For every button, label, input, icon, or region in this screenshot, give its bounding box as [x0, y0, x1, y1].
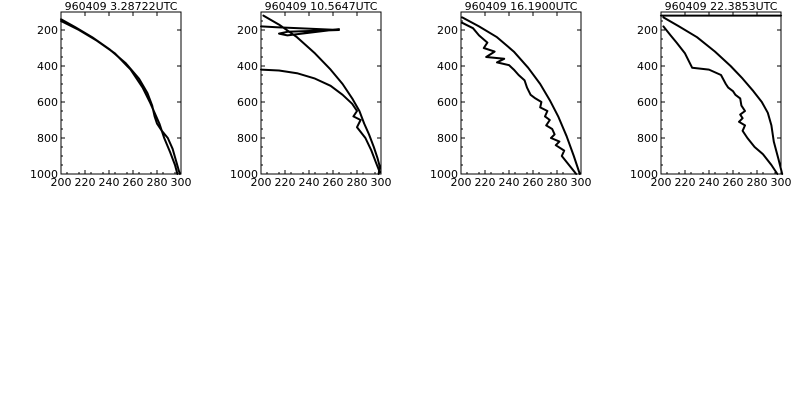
y-tick-label: 200: [37, 24, 58, 37]
chart-title: 960409 10.5647UTC: [265, 0, 378, 13]
x-tick-label: 260: [523, 176, 544, 189]
y-tick-label: 600: [37, 96, 58, 109]
chart-title: 960409 3.28722UTC: [65, 0, 178, 13]
x-tick-label: 220: [75, 176, 96, 189]
y-tick-label: 1000: [230, 168, 258, 181]
x-tick-label: 260: [723, 176, 744, 189]
y-tick-label: 800: [437, 132, 458, 145]
y-tick-label: 400: [37, 60, 58, 73]
y-tick-label: 600: [637, 96, 658, 109]
x-tick-label: 300: [371, 176, 392, 189]
y-tick-label: 200: [437, 24, 458, 37]
plot-frame: [60, 11, 182, 175]
x-tick-label: 240: [299, 176, 320, 189]
chart-title: 960409 16.1900UTC: [465, 0, 578, 13]
y-tick-label: 1000: [430, 168, 458, 181]
y-tick-label: 200: [237, 24, 258, 37]
y-tick-label: 400: [237, 60, 258, 73]
x-tick-label: 300: [571, 176, 592, 189]
x-tick-label: 300: [771, 176, 792, 189]
x-tick-label: 200: [51, 176, 72, 189]
x-tick-label: 280: [747, 176, 768, 189]
profile-line-2: [461, 21, 578, 175]
x-tick-label: 200: [251, 176, 272, 189]
profile-line-3: [260, 25, 340, 37]
y-tick-label: 400: [637, 60, 658, 73]
x-tick-label: 200: [651, 176, 672, 189]
x-tick-label: 220: [275, 176, 296, 189]
y-tick-label: 800: [637, 132, 658, 145]
profile-line-1: [262, 14, 381, 175]
y-tick-label: 600: [237, 96, 258, 109]
y-tick-label: 800: [37, 132, 58, 145]
x-tick-label: 260: [323, 176, 344, 189]
y-tick-label: 800: [237, 132, 258, 145]
profile-line-2: [60, 18, 181, 175]
plot-frame: [260, 11, 382, 175]
profile-line-1: [662, 16, 784, 175]
plot-frame: [660, 11, 782, 175]
x-tick-label: 280: [347, 176, 368, 189]
y-tick-label: 600: [437, 96, 458, 109]
profile-line-1: [461, 16, 581, 175]
x-tick-label: 200: [451, 176, 472, 189]
x-tick-label: 240: [499, 176, 520, 189]
y-tick-label: 400: [437, 60, 458, 73]
x-tick-label: 300: [171, 176, 192, 189]
chart-title: 960409 22.3853UTC: [665, 0, 778, 13]
profile-line-2: [260, 68, 381, 174]
x-tick-label: 260: [123, 176, 144, 189]
y-tick-label: 1000: [30, 168, 58, 181]
y-tick-label: 200: [637, 24, 658, 37]
x-tick-label: 240: [699, 176, 720, 189]
profile-line-1: [60, 20, 179, 175]
x-tick-label: 240: [99, 176, 120, 189]
x-tick-label: 220: [475, 176, 496, 189]
x-tick-label: 280: [547, 176, 568, 189]
x-tick-label: 220: [675, 176, 696, 189]
x-tick-label: 280: [147, 176, 168, 189]
y-tick-label: 1000: [630, 168, 658, 181]
profile-line-3: [662, 25, 779, 175]
